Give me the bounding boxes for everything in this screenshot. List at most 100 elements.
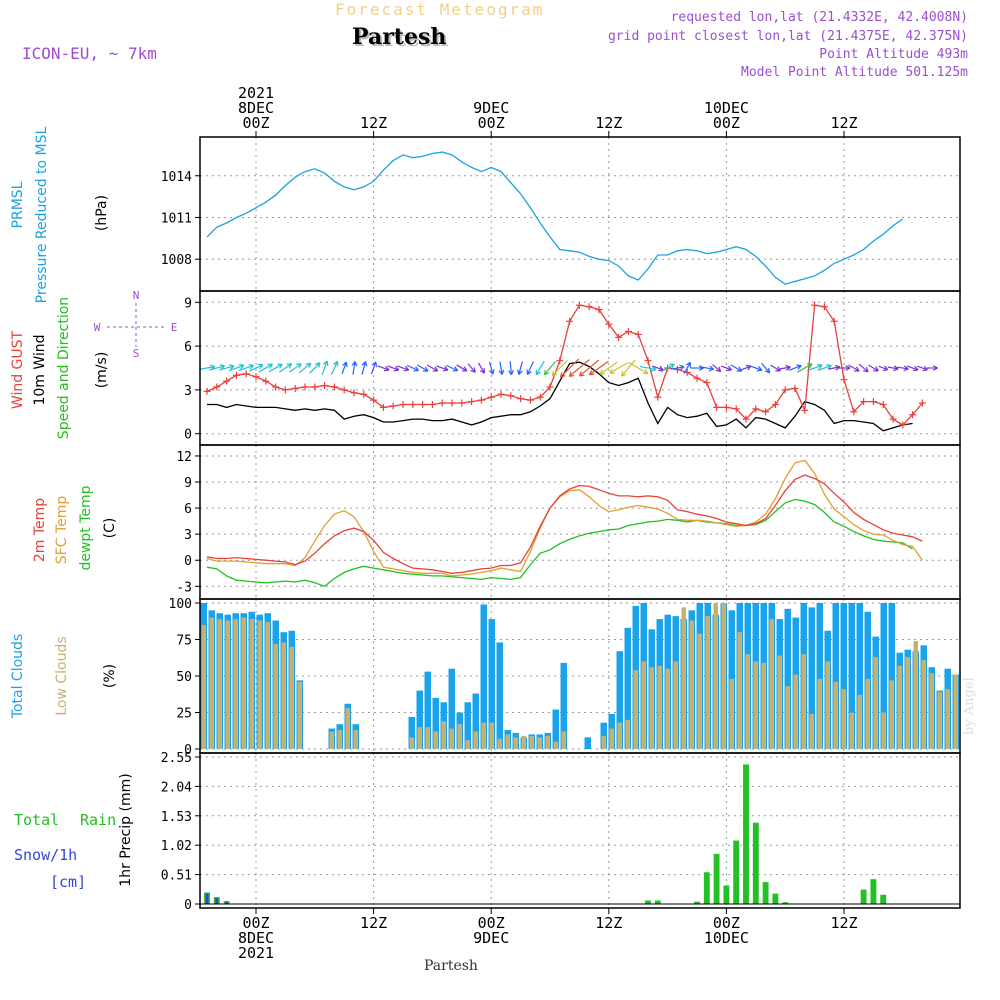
- bottom-station-name: Partesh: [424, 958, 478, 974]
- wind-gust-line-point: [644, 357, 652, 365]
- wind-arrow-shaft: [730, 364, 742, 372]
- low-cloud-bar: [841, 689, 846, 749]
- y-tick-label: 75: [176, 634, 192, 649]
- wind-arrow: [377, 365, 390, 372]
- wind-gust-line-point: [693, 374, 701, 382]
- wind-gust-line-point: [791, 384, 799, 392]
- wind-arrow-head: [758, 366, 763, 371]
- wind-arrow-shaft: [660, 363, 675, 373]
- wind-arrow-head: [544, 372, 550, 376]
- low-cloud-bar: [281, 642, 286, 749]
- total-cloud-bar: [416, 690, 423, 749]
- wind-arrow-shaft: [199, 366, 215, 370]
- pressure-line: [206, 151, 904, 285]
- wind-arrow: [258, 363, 273, 373]
- wind-arrow-head: [314, 362, 321, 365]
- low-cloud-bar: [561, 731, 566, 749]
- wind-gust-line-point: [752, 405, 760, 413]
- pressure-panel: [206, 151, 904, 285]
- wind-arrow: [858, 363, 869, 373]
- low-cloud-bar: [889, 680, 894, 749]
- total-cloud-bar: [552, 709, 559, 749]
- precip-axis-label: 1hr Precip (mm): [118, 773, 134, 886]
- wind-arrow-head: [855, 366, 860, 372]
- low-cloud-bar: [633, 670, 638, 749]
- wind-arrow-shaft: [897, 366, 909, 370]
- wind-arrow-head: [383, 369, 390, 372]
- wind-arrow-head: [747, 365, 752, 371]
- wind-arrow: [770, 364, 781, 372]
- wind-arrow-head: [777, 366, 781, 372]
- low-cloud-bar: [825, 661, 830, 749]
- wind-gust-line-point: [762, 408, 770, 416]
- low-cloud-bar: [937, 692, 942, 749]
- wind-arrow-head: [543, 369, 546, 375]
- low-cloud-bar: [513, 737, 518, 749]
- wind-arrow-head: [308, 362, 312, 369]
- wind-arrow-shaft: [788, 365, 802, 371]
- low-cloud-bar: [329, 731, 334, 749]
- wind-arrow-shaft: [761, 362, 771, 374]
- wind-arrow-head: [863, 370, 869, 373]
- wind-arrow: [797, 363, 813, 373]
- low-cloud-bar: [289, 646, 294, 749]
- rain-legend-rain: Rain: [80, 811, 116, 829]
- low-cloud-bar: [849, 712, 854, 749]
- top-time-label: 00Z: [713, 114, 740, 132]
- low-cloud-bar: [769, 619, 774, 749]
- wind-arrow-shaft: [526, 361, 534, 375]
- low-cloud-bar: [641, 661, 646, 749]
- total-cloud-bar: [816, 603, 823, 749]
- wind-arrow-shaft: [740, 365, 752, 371]
- wind-arrow: [551, 359, 568, 377]
- low-cloud-bar: [417, 727, 422, 749]
- low-cloud-bar: [521, 735, 526, 749]
- precipitation-frame: [199, 752, 961, 909]
- wind-arrow: [749, 365, 763, 372]
- wind-arrow: [361, 361, 368, 375]
- wind-arrow-shaft: [361, 361, 367, 375]
- wind-arrow-head: [914, 365, 919, 371]
- wind-arrow-head: [286, 363, 292, 365]
- wind-arrow-head: [875, 366, 879, 372]
- rain-bar: [703, 872, 710, 904]
- wind-arrow-head: [219, 364, 225, 367]
- wind-arrow-head: [371, 361, 377, 366]
- wind-arrow-head: [454, 366, 459, 371]
- wind-gust-line-point: [350, 389, 358, 397]
- wind-arrow: [559, 358, 580, 378]
- low-cloud-bar: [697, 633, 702, 749]
- wind-arrow: [298, 362, 312, 374]
- wind-arrow-head: [882, 369, 888, 372]
- rain-bar: [782, 902, 789, 904]
- total-cloud-bar: [624, 627, 631, 749]
- total-cloud-bar: [584, 737, 591, 749]
- rain-bar: [645, 900, 651, 904]
- wind-gust-line-point: [419, 401, 427, 408]
- wind-arrow-shaft: [878, 365, 888, 371]
- y-tick-label: 6: [184, 340, 192, 355]
- low-cloud-bar: [761, 662, 766, 749]
- wind-arrow-shaft: [477, 362, 485, 374]
- y-tick-label: 0: [184, 428, 192, 443]
- wind-arrow-head: [444, 365, 449, 371]
- wind-arrow-head: [768, 367, 771, 373]
- wind-arrow: [498, 361, 505, 375]
- low-cloud-bar: [409, 737, 414, 749]
- wind-arrow-shaft: [467, 363, 476, 373]
- wind-gust-line-point: [860, 398, 868, 406]
- wind-arrow-shaft: [828, 366, 840, 370]
- wind-arrow: [321, 360, 329, 376]
- low-cloud-bar: [681, 607, 686, 749]
- low-cloud-bar: [233, 619, 238, 749]
- wind-arrow-head: [510, 369, 514, 375]
- wind-arrow-shaft: [848, 364, 860, 372]
- wind-arrow: [387, 365, 400, 372]
- wind-arrow-shaft: [535, 360, 545, 376]
- wind-arrow: [579, 359, 600, 377]
- wind-arrow-head: [463, 366, 468, 372]
- wind-arrow-head: [434, 366, 439, 372]
- wind-arrow-head: [685, 361, 691, 366]
- compass-e: E: [171, 321, 178, 334]
- wind-arrow-head: [470, 369, 476, 373]
